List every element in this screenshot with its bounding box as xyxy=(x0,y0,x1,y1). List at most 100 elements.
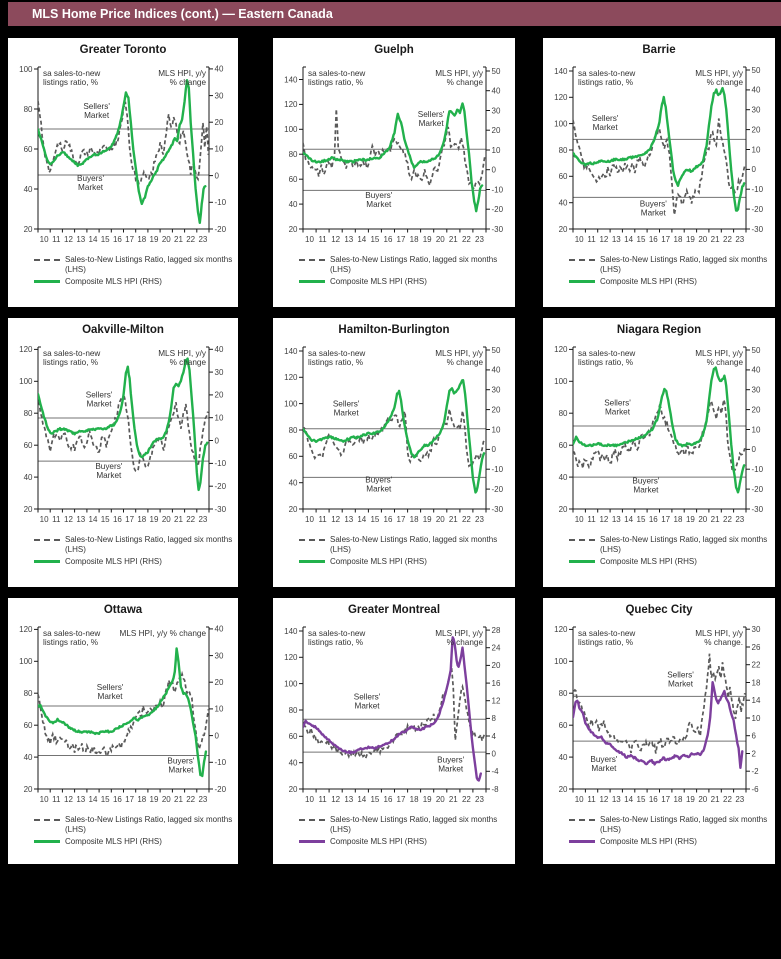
svg-text:17: 17 xyxy=(661,795,670,804)
svg-text:16: 16 xyxy=(113,235,122,244)
svg-text:14: 14 xyxy=(89,795,98,804)
ratio-series-label: Sales-to-New Listings Ratio, lagged six … xyxy=(600,255,768,275)
svg-text:40: 40 xyxy=(492,366,501,375)
ratio-series-swatch xyxy=(299,539,325,541)
ratio-series-swatch xyxy=(299,819,325,821)
svg-text:15: 15 xyxy=(370,515,379,524)
svg-text:17: 17 xyxy=(125,515,134,524)
svg-text:20: 20 xyxy=(162,235,171,244)
svg-text:13: 13 xyxy=(612,235,621,244)
charts-grid: Greater Toronto 20 40 60 80 100 -20 -10 0 10 20 30… xyxy=(0,38,781,864)
svg-text:10: 10 xyxy=(40,795,49,804)
svg-text:Market: Market xyxy=(334,408,360,417)
svg-text:15: 15 xyxy=(637,515,646,524)
svg-text:Buyers': Buyers' xyxy=(590,755,617,764)
svg-text:140: 140 xyxy=(284,75,298,84)
hpi-series-label: Composite MLS HPI (RHS) xyxy=(65,276,162,286)
hpi-series-label: Composite MLS HPI (RHS) xyxy=(600,556,697,566)
svg-text:MLS HPI, y/y: MLS HPI, y/y xyxy=(158,69,207,78)
svg-text:21: 21 xyxy=(174,515,183,524)
svg-text:10: 10 xyxy=(305,515,314,524)
svg-text:% change: % change xyxy=(707,358,744,367)
svg-text:18: 18 xyxy=(137,515,146,524)
svg-text:100: 100 xyxy=(19,657,33,666)
svg-text:20: 20 xyxy=(436,515,445,524)
ratio-series-label: Sales-to-New Listings Ratio, lagged six … xyxy=(600,815,768,835)
svg-text:60: 60 xyxy=(289,175,298,184)
svg-text:13: 13 xyxy=(344,235,353,244)
svg-text:listings ratio, %: listings ratio, % xyxy=(43,78,98,87)
svg-text:20: 20 xyxy=(698,795,707,804)
svg-text:20: 20 xyxy=(215,118,224,127)
svg-text:40: 40 xyxy=(215,345,224,354)
legend-row-ratio: Sales-to-New Listings Ratio, lagged six … xyxy=(299,535,511,556)
hpi-series-swatch xyxy=(569,840,595,844)
svg-text:% change: % change xyxy=(447,638,484,647)
svg-text:80: 80 xyxy=(289,426,298,435)
svg-text:120: 120 xyxy=(554,625,568,634)
svg-text:20: 20 xyxy=(559,785,568,794)
legend-row-ratio: Sales-to-New Listings Ratio, lagged six … xyxy=(34,255,234,276)
svg-text:60: 60 xyxy=(559,172,568,181)
svg-text:11: 11 xyxy=(52,515,61,524)
svg-text:40: 40 xyxy=(559,753,568,762)
chart-title: Quebec City xyxy=(625,604,693,616)
svg-text:10: 10 xyxy=(752,714,761,723)
svg-text:-30: -30 xyxy=(752,225,764,234)
svg-text:listings ratio, %: listings ratio, % xyxy=(308,638,363,647)
line-chart-greater-montreal: 20 40 60 80 100 120 140 -8 -4 0 4 8 12 16 20 24 28 10 11 12… xyxy=(284,626,501,804)
legend-row-ratio: Sales-to-New Listings Ratio, lagged six … xyxy=(299,815,511,836)
svg-text:-20: -20 xyxy=(215,225,227,234)
svg-text:20: 20 xyxy=(436,235,445,244)
svg-text:14: 14 xyxy=(624,795,633,804)
svg-text:80: 80 xyxy=(559,146,568,155)
svg-text:17: 17 xyxy=(397,795,406,804)
chart-panel-ottawa: Ottawa 20 40 60 80 100 120 -20 -10 0 10 20 30 40 10 11… xyxy=(8,598,238,864)
svg-text:11: 11 xyxy=(318,795,327,804)
svg-text:80: 80 xyxy=(559,409,568,418)
chart-legend: Sales-to-New Listings Ratio, lagged six … xyxy=(569,815,771,847)
svg-text:sa sales-to-new: sa sales-to-new xyxy=(578,629,635,638)
chart-legend: Sales-to-New Listings Ratio, lagged six … xyxy=(299,535,511,567)
svg-text:Market: Market xyxy=(668,679,694,688)
hpi-series-swatch xyxy=(34,280,60,284)
svg-text:-30: -30 xyxy=(492,225,504,234)
svg-text:13: 13 xyxy=(612,515,621,524)
svg-text:-20: -20 xyxy=(752,485,764,494)
svg-text:0: 0 xyxy=(492,445,497,454)
svg-text:Buyers': Buyers' xyxy=(167,756,194,765)
svg-text:14: 14 xyxy=(89,235,98,244)
chart-panel-barrie: Barrie 20 40 60 80 100 120 140 -30 -20 -10 0 10 20 30… xyxy=(543,38,775,307)
svg-text:Buyers': Buyers' xyxy=(640,200,667,209)
svg-text:11: 11 xyxy=(52,795,61,804)
svg-text:23: 23 xyxy=(735,795,744,804)
svg-text:% change: % change xyxy=(447,78,484,87)
svg-text:10: 10 xyxy=(575,235,584,244)
svg-text:Market: Market xyxy=(84,111,110,120)
svg-text:14: 14 xyxy=(752,696,761,705)
chart-legend: Sales-to-New Listings Ratio, lagged six … xyxy=(34,255,234,287)
svg-text:21: 21 xyxy=(449,235,458,244)
svg-text:22: 22 xyxy=(462,795,471,804)
svg-text:11: 11 xyxy=(587,515,596,524)
svg-text:10: 10 xyxy=(752,145,761,154)
svg-text:Sellers': Sellers' xyxy=(667,670,694,679)
svg-text:28: 28 xyxy=(492,626,501,635)
svg-text:30: 30 xyxy=(215,651,224,660)
hpi-series-label: Composite MLS HPI (RHS) xyxy=(600,276,697,286)
svg-text:80: 80 xyxy=(24,409,33,418)
svg-text:22: 22 xyxy=(723,515,732,524)
svg-text:30: 30 xyxy=(752,106,761,115)
chart-panel-quebec-city: Quebec City 20 40 60 80 100 120 -6 -2 2 6 10 14 18 22… xyxy=(543,598,775,864)
svg-text:11: 11 xyxy=(318,515,327,524)
svg-text:-10: -10 xyxy=(215,198,227,207)
svg-text:30: 30 xyxy=(752,625,761,634)
legend-row-ratio: Sales-to-New Listings Ratio, lagged six … xyxy=(34,815,234,836)
svg-text:6: 6 xyxy=(752,732,757,741)
svg-text:60: 60 xyxy=(24,441,33,450)
svg-text:20: 20 xyxy=(215,391,224,400)
svg-text:20: 20 xyxy=(24,785,33,794)
legend-row-hpi: Composite MLS HPI (RHS) xyxy=(34,277,234,287)
svg-text:Sellers': Sellers' xyxy=(83,102,110,111)
